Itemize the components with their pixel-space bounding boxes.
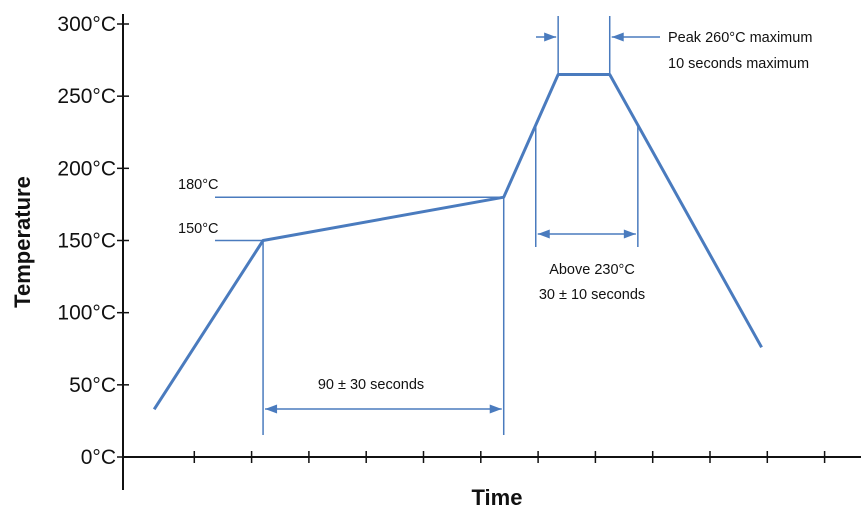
y-axis-title: Temperature xyxy=(10,176,35,308)
y-tick-label: 100°C xyxy=(57,302,116,325)
y-tick-label: 200°C xyxy=(57,157,116,180)
annotation-guides xyxy=(215,16,660,435)
y-tick-label: 150°C xyxy=(57,230,116,253)
above230-arrow-right xyxy=(623,229,636,239)
y-tick-label: 0°C xyxy=(81,446,116,469)
x-axis-title: Time xyxy=(472,485,523,510)
above-230-duration-label: 30 ± 10 seconds xyxy=(539,287,645,303)
y-tick-label: 50°C xyxy=(69,374,116,397)
soak-arrow-left xyxy=(265,404,278,414)
soak-time-label: 90 ± 30 seconds xyxy=(318,377,424,393)
annotation-labels: 150°C 180°C 90 ± 30 seconds Above 230°C 30 ±… xyxy=(178,30,812,393)
peak-temp-label: Peak 260°C maximum xyxy=(668,30,812,46)
label-180c: 180°C xyxy=(178,177,218,193)
temperature-profile-line xyxy=(152,73,763,411)
soak-arrow-right xyxy=(489,404,502,414)
y-tick-label: 250°C xyxy=(57,85,116,108)
above-230-label: Above 230°C xyxy=(549,262,635,278)
y-axis-ticks: 0°C 50°C 100°C 150°C 200°C 250°C 300°C xyxy=(57,13,129,469)
label-150c: 150°C xyxy=(178,221,218,237)
peak-arrow-right-head xyxy=(611,32,624,42)
peak-arrow-left-head xyxy=(544,32,557,42)
peak-duration-label: 10 seconds maximum xyxy=(668,56,809,72)
y-tick-label: 300°C xyxy=(57,13,116,36)
above230-arrow-left xyxy=(537,229,550,239)
